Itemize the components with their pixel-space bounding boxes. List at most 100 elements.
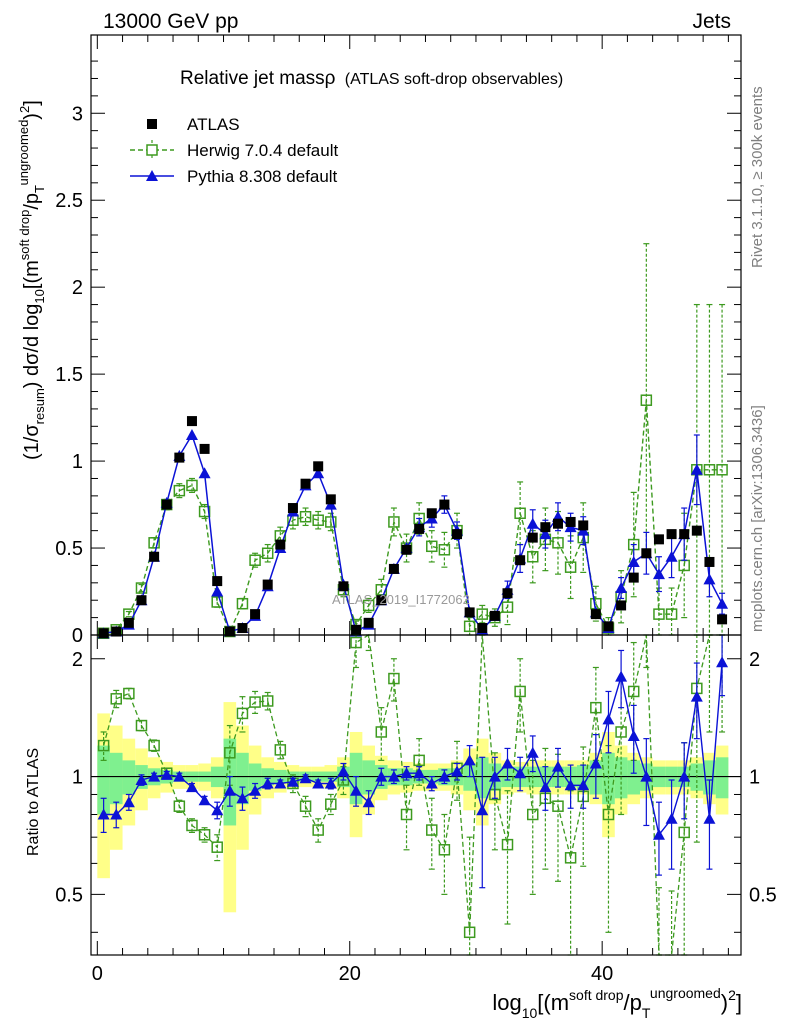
atlas-point — [565, 516, 576, 527]
atlas-point — [616, 600, 627, 611]
ratio-pythia-point — [627, 729, 640, 741]
y-tick-label: 0 — [72, 625, 83, 647]
ratio-pythia-point — [249, 784, 262, 796]
atlas-point — [300, 478, 311, 489]
main-panel: 0 0.5 1 1.5 2 2.5 3 0 20 40 0.5 0.5 1 1 2 2 — [55, 35, 777, 985]
atlas-point — [250, 609, 261, 620]
pythia-point — [652, 568, 665, 580]
herwig-point — [362, 599, 375, 612]
atlas-point — [489, 610, 500, 621]
ratio-herwig-point — [97, 739, 110, 752]
ratio-herwig-point — [173, 800, 186, 812]
atlas-point — [679, 529, 690, 540]
legend-label: Pythia 8.308 default — [187, 167, 338, 186]
ratio-pythia-point — [97, 808, 110, 820]
ratio-herwig-point — [602, 808, 615, 821]
atlas-point — [161, 499, 172, 510]
atlas-point — [123, 617, 134, 628]
ratio-herwig-point — [350, 636, 362, 649]
ratio-frame — [90, 634, 742, 956]
ratio-pythia-point — [400, 767, 413, 779]
x-tick-label: 20 — [339, 963, 361, 985]
ratio-pythia-point — [324, 777, 337, 789]
ratio-pythia-point — [425, 777, 438, 789]
atlas-point — [149, 551, 160, 562]
atlas-point — [704, 556, 715, 567]
atlas-point — [653, 534, 664, 545]
herwig-line — [103, 400, 723, 634]
ratio-herwig-point — [526, 808, 539, 821]
ratio-herwig-point — [627, 685, 640, 698]
y-tick-label: 0.5 — [55, 538, 83, 560]
ratio-herwig-point — [426, 824, 438, 836]
ratio-pythia-point — [160, 768, 173, 780]
atlas-point — [287, 503, 298, 514]
ratio-herwig-point — [413, 754, 425, 767]
axis-ticks: 0 0.5 1 1.5 2 2.5 3 0 20 40 0.5 0.5 1 1 2 2 — [55, 35, 777, 985]
ratio-pythia-point — [211, 804, 224, 816]
atlas-point — [111, 626, 122, 637]
herwig-point — [312, 514, 324, 526]
pythia-point — [198, 467, 211, 479]
x-axis-label: log10[(msoft drop/pTungroomed)2] — [492, 985, 742, 1021]
ratio-herwig-point — [514, 685, 526, 698]
ratio-herwig-point — [123, 687, 135, 700]
ratio-herwig-point — [110, 693, 122, 705]
ratio-pythia — [97, 634, 729, 889]
ratio-pythia-point — [362, 796, 375, 808]
herwig-point — [426, 540, 438, 553]
header-energy: 13000 GeV pp — [103, 10, 238, 33]
herwig-point — [173, 484, 186, 497]
atlas-point — [174, 452, 185, 463]
atlas-point — [426, 508, 437, 519]
ratio-pythia-point — [198, 794, 211, 806]
herwig-point — [299, 510, 312, 523]
herwig-point — [514, 507, 526, 520]
ratio-pythia-point — [387, 770, 400, 782]
pythia-point — [312, 467, 325, 479]
atlas-point — [641, 548, 652, 559]
ratio-pythia-point — [665, 812, 678, 824]
atlas-point — [351, 624, 362, 635]
atlas-point — [452, 529, 463, 540]
ratio-pythia-point — [615, 670, 628, 682]
atlas-point — [376, 595, 387, 606]
herwig-point — [526, 550, 539, 563]
legend-marker-atlas — [147, 119, 157, 129]
ratio-pythia-point — [589, 757, 602, 769]
atlas-point — [275, 539, 286, 550]
atlas-point — [313, 461, 324, 472]
atlas-point — [363, 617, 374, 628]
pythia-point — [539, 528, 552, 540]
ratio-pythia-point — [526, 746, 539, 758]
ratio-herwig-point — [135, 719, 148, 732]
herwig-point — [261, 547, 274, 560]
ratio-y-tick-label: 0.5 — [749, 884, 777, 906]
atlas-point — [666, 529, 677, 540]
atlas-point — [477, 623, 488, 634]
ratio-pythia-point — [135, 773, 148, 785]
series-atlas — [98, 416, 728, 639]
herwig-point — [463, 620, 476, 633]
chart-title-main: Relative jet massρ — [180, 68, 336, 89]
herwig-point — [653, 608, 665, 620]
chart-title: Relative jet massρ (ATLAS soft-drop obse… — [180, 68, 563, 89]
watermark: ATLAS_2019_I1772062 — [332, 592, 470, 607]
atlas-point — [414, 523, 425, 534]
ratio-herwig-point — [564, 852, 577, 864]
herwig-point — [564, 561, 577, 573]
ratio-herwig-point — [186, 819, 198, 832]
ratio-herwig-point — [312, 824, 324, 836]
atlas-point — [237, 623, 248, 634]
atlas-point — [590, 609, 601, 620]
ratio-band-green — [97, 745, 110, 815]
ratio-y-tick-label: 2 — [72, 649, 83, 671]
y-tick-label: 1.5 — [55, 364, 83, 386]
ratio-pythia-point — [476, 804, 489, 816]
legend-marker-herwig — [146, 144, 158, 156]
ratio-pythia-point — [173, 770, 186, 782]
x-tick-label: 0 — [92, 963, 103, 985]
rivet-label: Rivet 3.1.10, ≥ 300k events — [749, 86, 766, 268]
ratio-herwig-point — [678, 826, 690, 839]
atlas-point — [464, 607, 475, 618]
